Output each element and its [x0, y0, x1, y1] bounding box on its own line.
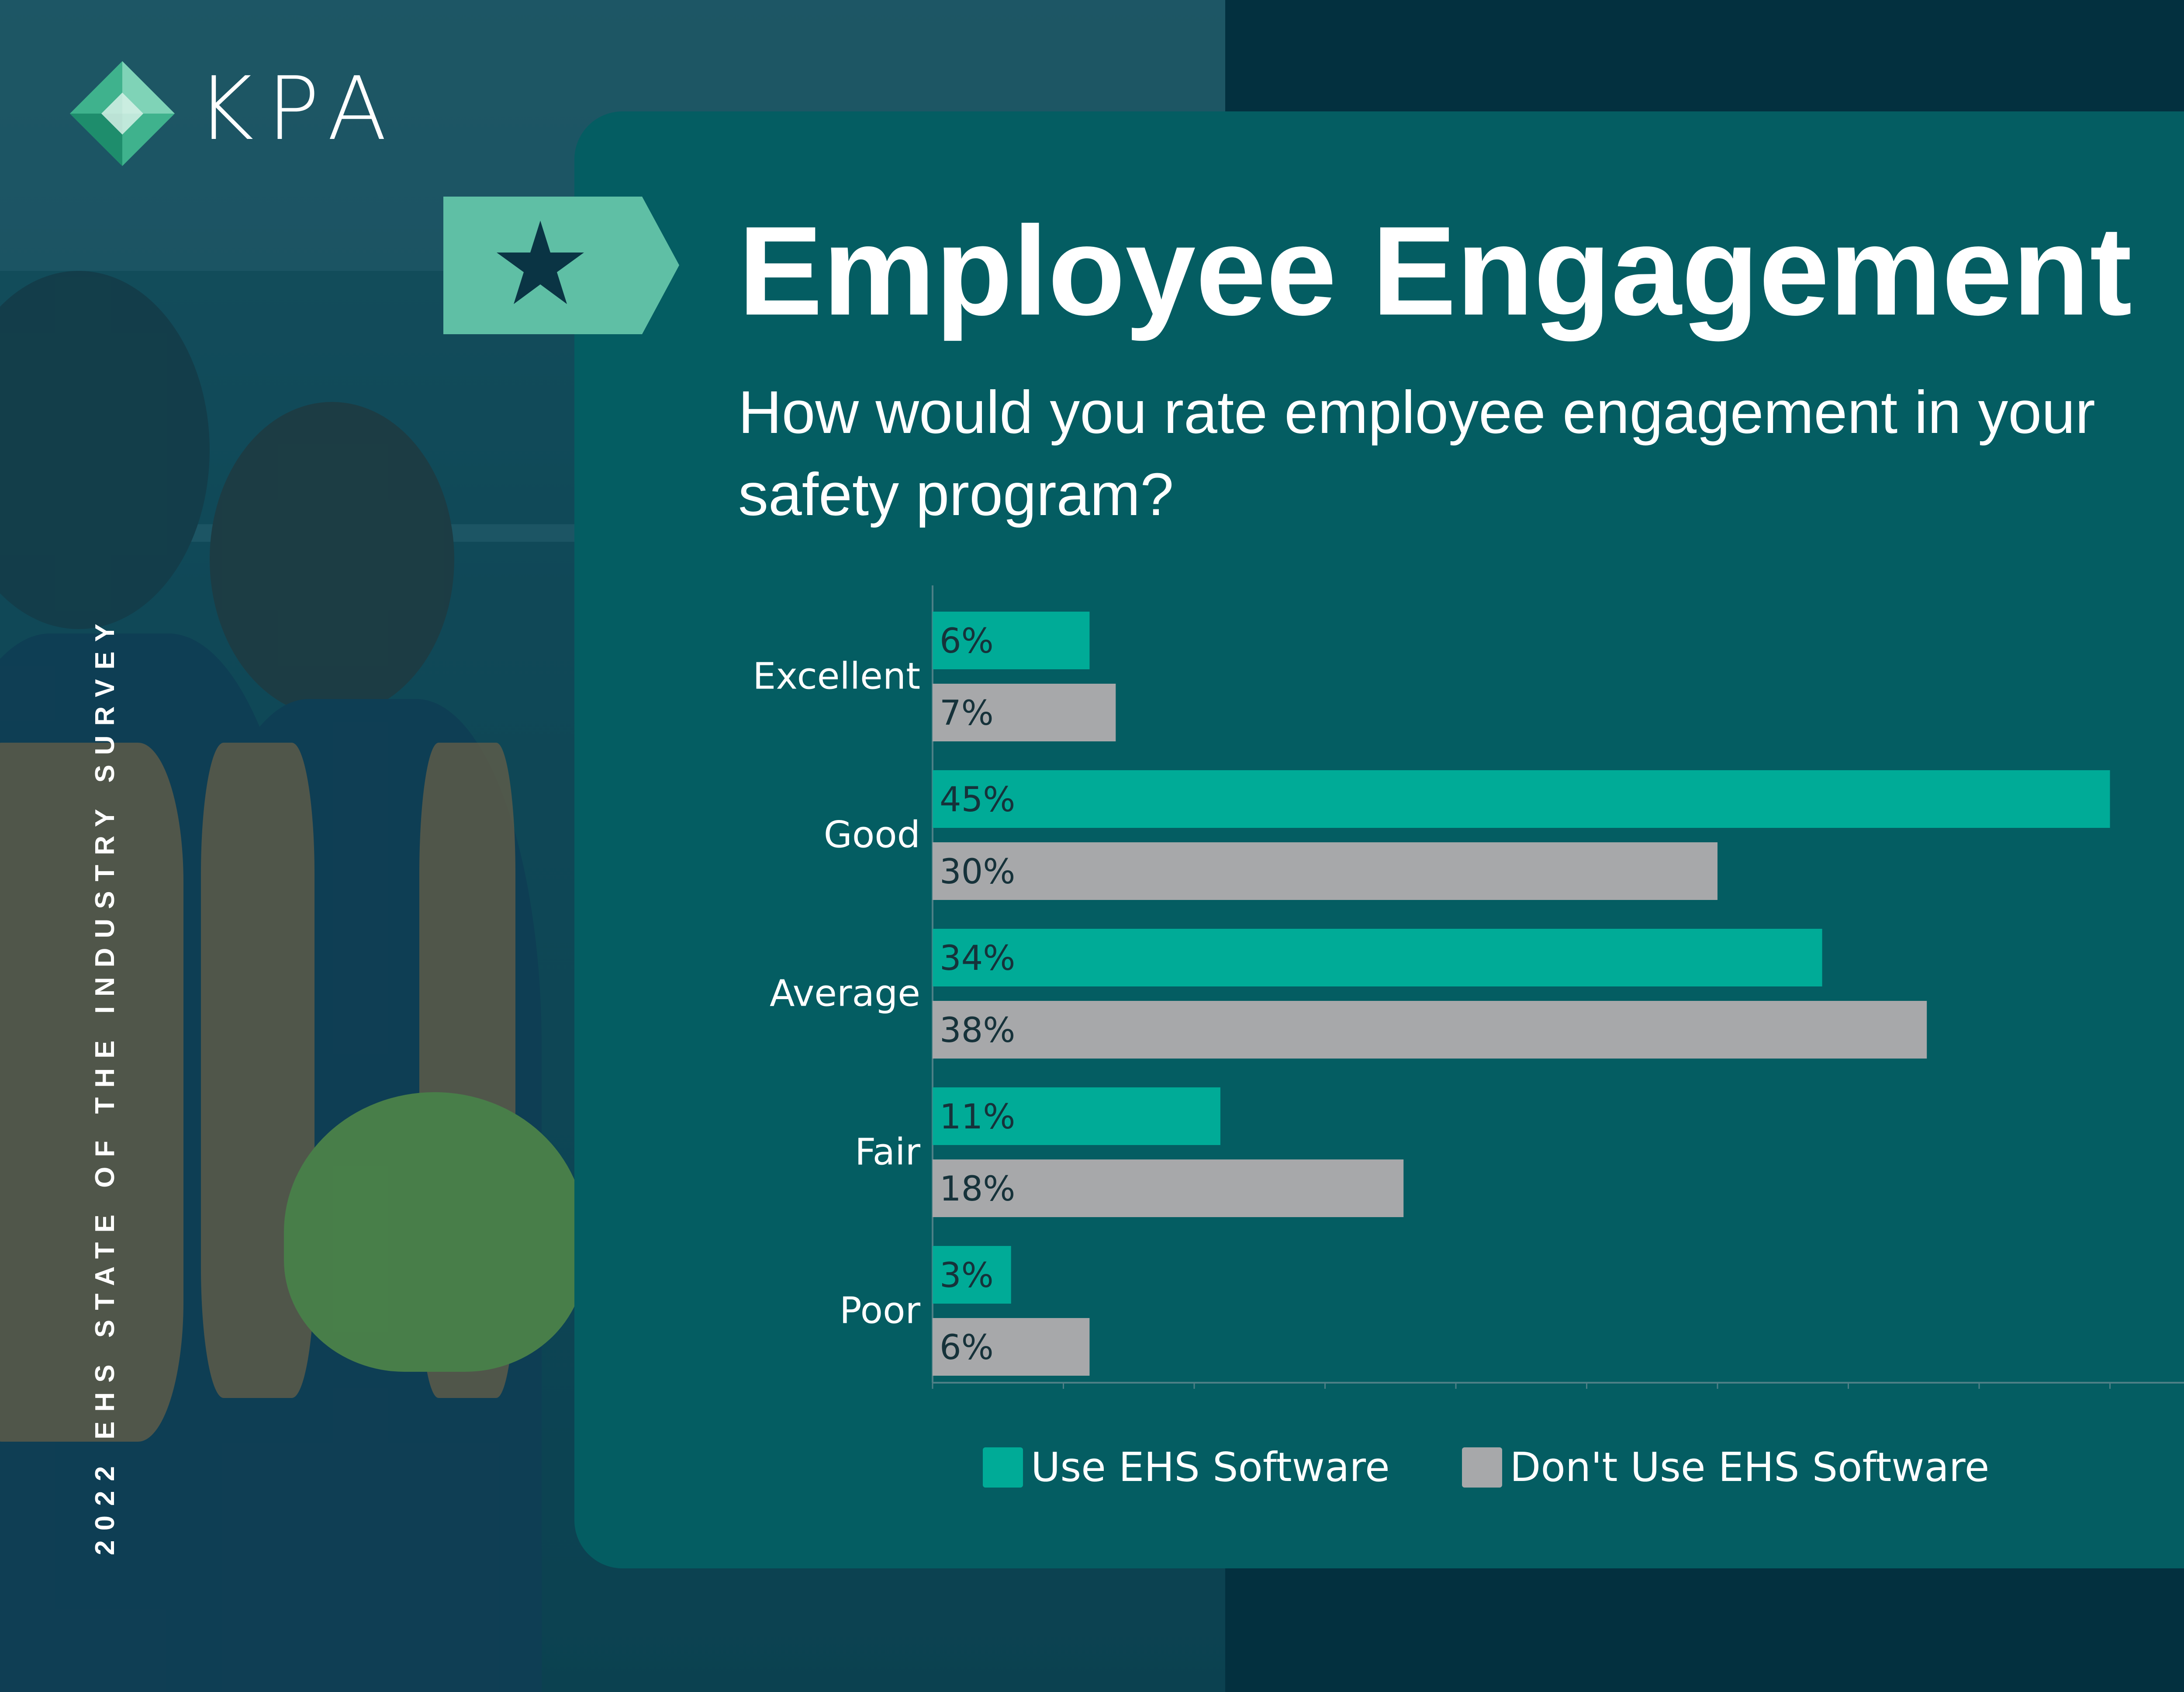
- bar-good-series-1: [933, 770, 2110, 828]
- legend-item-series-2: Don't Use EHS Software: [1462, 1444, 1990, 1491]
- bar-good-series-2: [933, 842, 1717, 900]
- brand-name: KPA: [197, 58, 400, 160]
- kpa-diamond-icon: [70, 61, 175, 166]
- chart-card: [574, 111, 2184, 1568]
- data-label-poor-series-2: 6%: [940, 1328, 994, 1367]
- data-label-poor-series-1: 3%: [940, 1256, 994, 1295]
- category-label-fair: Fair: [855, 1131, 920, 1173]
- category-label-poor: Poor: [840, 1289, 920, 1332]
- data-label-fair-series-2: 18%: [940, 1170, 1015, 1209]
- data-label-excellent-series-2: 7%: [940, 694, 994, 733]
- data-label-average-series-2: 38%: [940, 1011, 1015, 1050]
- bar-chart: Excellent 6% 7% Good 45% 30% Average 34% 38% Fair…: [753, 585, 2184, 1389]
- kpa-logo[interactable]: KPA: [70, 57, 489, 170]
- page-subtitle: How would you rate employee engagement i…: [738, 379, 2095, 528]
- star-icon: [497, 221, 584, 304]
- data-label-good-series-2: 30%: [940, 852, 1015, 892]
- legend-item-series-1: Use EHS Software: [983, 1444, 1390, 1491]
- legend-swatch: [1462, 1447, 1502, 1488]
- page-title: Employee Engagement: [738, 200, 2132, 342]
- bar-poor-series-1: [933, 1246, 1011, 1304]
- legend-label: Don't Use EHS Software: [1510, 1444, 1990, 1491]
- survey-label: 2022 EHS STATE OF THE INDUSTRY SURVEY: [90, 614, 120, 1555]
- category-label-excellent: Excellent: [753, 655, 920, 698]
- bar-average-series-2: [933, 1001, 1927, 1059]
- bar-average-series-1: [933, 929, 1822, 986]
- data-label-excellent-series-1: 6%: [940, 622, 994, 661]
- bar-fair-series-1: [933, 1087, 1220, 1145]
- data-label-average-series-1: 34%: [940, 939, 1015, 978]
- bar-excellent-series-1: [933, 612, 1090, 669]
- legend-swatch: [983, 1447, 1023, 1488]
- legend-label: Use EHS Software: [1031, 1444, 1390, 1491]
- data-label-good-series-1: 45%: [940, 780, 1015, 820]
- bar-poor-series-2: [933, 1318, 1090, 1376]
- chart-legend: Use EHS Software Don't Use EHS Software: [983, 1444, 2061, 1492]
- data-label-fair-series-1: 11%: [940, 1097, 1015, 1137]
- bar-excellent-series-2: [933, 684, 1116, 741]
- category-label-good: Good: [824, 813, 920, 856]
- bar-fair-series-2: [933, 1159, 1404, 1217]
- star-badge: [443, 197, 679, 334]
- category-label-average: Average: [770, 972, 920, 1015]
